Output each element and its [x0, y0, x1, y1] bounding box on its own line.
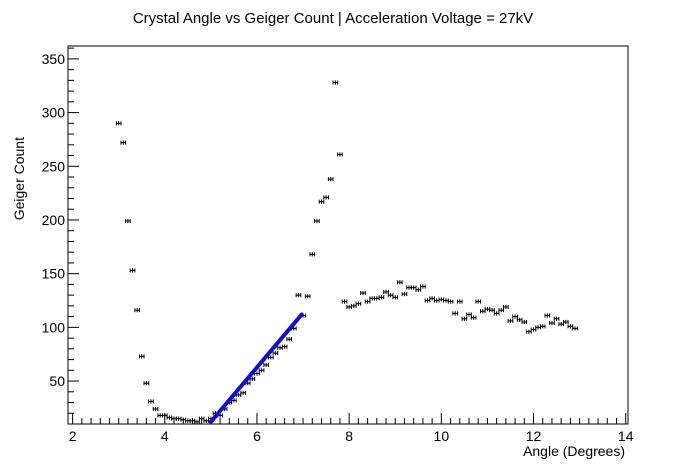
- data-point: [148, 399, 154, 404]
- data-point: [470, 315, 477, 320]
- y-tick-label: 200: [42, 212, 66, 228]
- data-point: [341, 299, 348, 304]
- data-point: [507, 318, 514, 324]
- data-point: [553, 316, 560, 321]
- data-point: [125, 218, 131, 224]
- data-point: [521, 319, 528, 325]
- y-tick-label: 50: [49, 373, 65, 389]
- data-point: [327, 177, 334, 182]
- data-point: [562, 319, 569, 325]
- data-point: [401, 291, 408, 297]
- data-point: [452, 311, 458, 316]
- data-point: [360, 290, 366, 296]
- y-tick-label: 350: [42, 51, 66, 67]
- x-tick-label: 12: [526, 428, 542, 444]
- data-point: [447, 299, 454, 304]
- x-tick-label: 2: [69, 428, 77, 444]
- data-point: [392, 295, 399, 300]
- data-point: [378, 295, 385, 300]
- data-point: [281, 344, 288, 349]
- data-point: [267, 355, 274, 360]
- data-point: [337, 152, 343, 157]
- data-point: [129, 268, 136, 273]
- data-point: [461, 316, 468, 321]
- y-axis: 50 100 150 200 250 300 350: [42, 47, 79, 425]
- data-point: [314, 218, 320, 224]
- data-point: [115, 121, 122, 126]
- data-point: [544, 313, 551, 318]
- data-point: [240, 390, 246, 396]
- x-axis-label: Angle (Degrees): [523, 443, 625, 459]
- data-point: [456, 299, 463, 304]
- data-point: [138, 354, 145, 359]
- data-point: [120, 140, 127, 145]
- data-point: [429, 296, 435, 301]
- data-point: [309, 252, 316, 257]
- plot-frame: [67, 45, 629, 425]
- x-tick-label: 8: [345, 428, 353, 444]
- data-point: [332, 80, 339, 85]
- data-point: [286, 337, 293, 342]
- data-point: [323, 195, 329, 200]
- data-point: [258, 368, 265, 373]
- x-tick-label: 10: [434, 428, 450, 444]
- data-point: [161, 413, 168, 418]
- data-point: [263, 362, 269, 368]
- data-point: [152, 406, 159, 412]
- data-point: [572, 326, 578, 331]
- y-tick-label: 250: [42, 158, 66, 174]
- data-point: [475, 299, 482, 304]
- data-point: [318, 199, 325, 204]
- x-axis: 2 4 6 8 10 12 14: [69, 413, 634, 444]
- y-tick-label: 100: [42, 319, 66, 335]
- x-tick-label: 6: [253, 428, 261, 444]
- data-point: [539, 324, 546, 329]
- data-point: [387, 292, 394, 298]
- data-point: [249, 376, 256, 382]
- data-point: [295, 292, 302, 298]
- data-point: [503, 304, 509, 310]
- y-tick-label: 300: [42, 105, 66, 121]
- data-point: [143, 381, 150, 386]
- data-point: [406, 285, 412, 290]
- data-point: [364, 299, 371, 304]
- chart-title: Crystal Angle vs Geiger Count | Accelera…: [133, 10, 533, 27]
- data-point: [304, 294, 311, 299]
- fit-line: [208, 312, 304, 424]
- data-point: [420, 284, 426, 289]
- data-point: [355, 301, 362, 306]
- data-point: [134, 308, 140, 313]
- y-tick-label: 150: [42, 266, 66, 282]
- data-point: [272, 350, 279, 356]
- x-tick-label: 14: [618, 428, 634, 444]
- data-point: [549, 320, 555, 326]
- y-axis-label: Geiger Count: [11, 137, 27, 220]
- plot-area: 50 100 150 200 250 300 350 2 4 6 8 10 12 14: [42, 45, 634, 444]
- data-point: [203, 418, 210, 423]
- data-point: [397, 280, 403, 285]
- data-point: [498, 308, 505, 313]
- data-point: [489, 308, 495, 313]
- x-tick-label: 4: [161, 428, 169, 444]
